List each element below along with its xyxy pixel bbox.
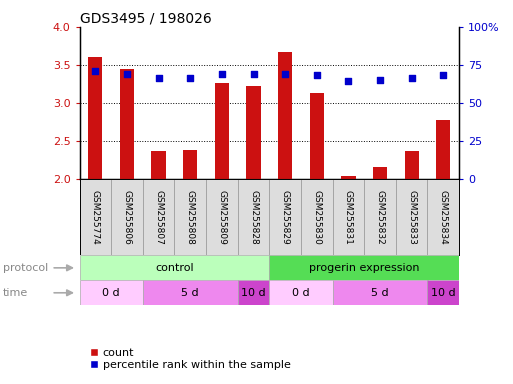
Bar xyxy=(269,255,459,280)
Point xyxy=(91,68,100,74)
Bar xyxy=(364,179,396,255)
Text: 5 d: 5 d xyxy=(182,288,199,298)
Point xyxy=(123,71,131,77)
Text: GSM255806: GSM255806 xyxy=(123,190,131,244)
Bar xyxy=(143,179,174,255)
Bar xyxy=(183,151,198,179)
Text: GSM255834: GSM255834 xyxy=(439,190,448,244)
Bar xyxy=(120,69,134,179)
Text: GSM255809: GSM255809 xyxy=(218,190,226,244)
Bar xyxy=(111,179,143,255)
Bar xyxy=(215,83,229,179)
Bar xyxy=(427,179,459,255)
Text: GSM255774: GSM255774 xyxy=(91,190,100,244)
Text: GSM255831: GSM255831 xyxy=(344,190,353,244)
Bar xyxy=(332,179,364,255)
Point xyxy=(376,77,384,83)
Bar xyxy=(427,280,459,305)
Text: GSM255807: GSM255807 xyxy=(154,190,163,244)
Bar xyxy=(341,176,356,179)
Point xyxy=(186,75,194,81)
Legend: count, percentile rank within the sample: count, percentile rank within the sample xyxy=(85,344,295,375)
Bar xyxy=(269,179,301,255)
Bar xyxy=(238,179,269,255)
Bar xyxy=(174,179,206,255)
Text: protocol: protocol xyxy=(3,263,48,273)
Text: GSM255832: GSM255832 xyxy=(376,190,385,244)
Text: GSM255828: GSM255828 xyxy=(249,190,258,244)
Text: 10 d: 10 d xyxy=(241,288,266,298)
Bar xyxy=(373,167,387,179)
Text: GSM255808: GSM255808 xyxy=(186,190,195,244)
Bar xyxy=(405,151,419,179)
Point xyxy=(407,75,416,81)
Bar xyxy=(143,280,238,305)
Point xyxy=(218,71,226,77)
Bar xyxy=(80,179,111,255)
Bar xyxy=(206,179,238,255)
Bar xyxy=(246,86,261,179)
Text: progerin expression: progerin expression xyxy=(309,263,420,273)
Bar xyxy=(332,280,427,305)
Bar xyxy=(396,179,427,255)
Bar xyxy=(238,280,269,305)
Point xyxy=(249,71,258,77)
Text: 10 d: 10 d xyxy=(431,288,456,298)
Bar xyxy=(436,120,450,179)
Bar xyxy=(151,151,166,179)
Text: GSM255830: GSM255830 xyxy=(312,190,321,244)
Bar xyxy=(278,52,292,179)
Bar xyxy=(301,179,332,255)
Point xyxy=(154,75,163,81)
Text: GDS3495 / 198026: GDS3495 / 198026 xyxy=(80,12,211,25)
Bar xyxy=(269,280,332,305)
Point xyxy=(281,71,289,77)
Bar xyxy=(80,255,269,280)
Text: time: time xyxy=(3,288,28,298)
Bar xyxy=(80,280,143,305)
Point xyxy=(439,72,447,78)
Point xyxy=(344,78,352,84)
Point xyxy=(312,72,321,78)
Text: 5 d: 5 d xyxy=(371,288,389,298)
Text: GSM255833: GSM255833 xyxy=(407,190,416,244)
Bar xyxy=(88,57,103,179)
Bar xyxy=(310,93,324,179)
Text: control: control xyxy=(155,263,194,273)
Text: 0 d: 0 d xyxy=(102,288,120,298)
Text: GSM255829: GSM255829 xyxy=(281,190,290,244)
Text: 0 d: 0 d xyxy=(292,288,310,298)
